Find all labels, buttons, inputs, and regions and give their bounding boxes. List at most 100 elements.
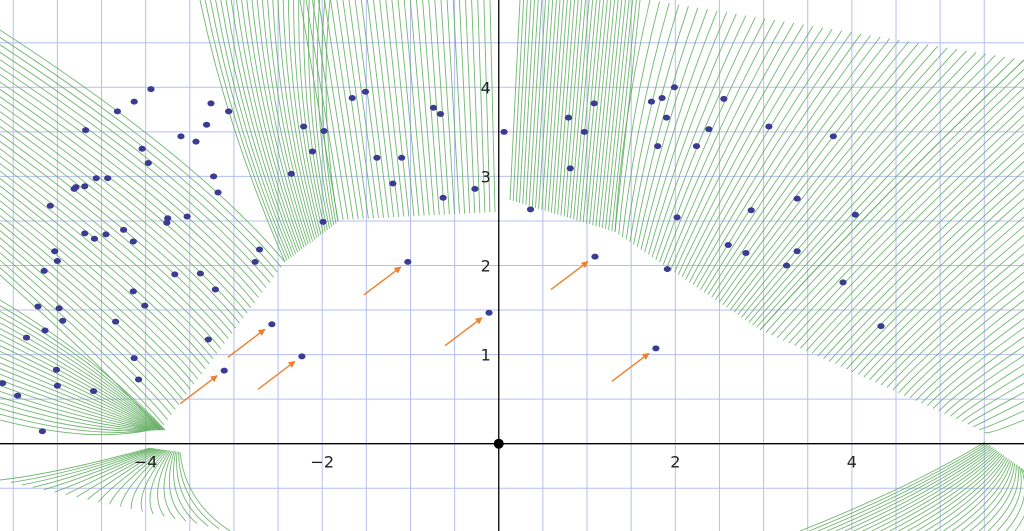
data-point <box>90 235 99 242</box>
data-point <box>673 214 681 221</box>
level-curve <box>282 0 320 237</box>
level-curve <box>625 4 680 240</box>
level-curve <box>0 89 256 303</box>
level-curve <box>336 0 369 219</box>
level-curve <box>871 450 998 531</box>
data-point <box>320 127 328 134</box>
level-curve <box>0 333 161 431</box>
level-curve <box>718 42 919 303</box>
level-curve <box>903 290 1024 396</box>
level-curve <box>636 9 708 248</box>
level-curve <box>621 2 670 238</box>
level-curve <box>944 355 1024 415</box>
level-curve <box>961 462 1014 531</box>
level-curve <box>311 0 349 220</box>
level-curve <box>0 155 221 349</box>
level-curve <box>715 41 910 301</box>
level-curve <box>140 450 169 512</box>
data-point <box>361 88 370 95</box>
level-curve <box>348 0 379 218</box>
level-curve <box>0 111 244 319</box>
level-curve <box>633 7 699 245</box>
data-point <box>877 323 885 330</box>
level-curve <box>0 222 187 395</box>
level-curve <box>277 0 318 239</box>
level-curve <box>748 55 996 323</box>
data-point <box>144 160 152 167</box>
level-curve <box>0 339 161 431</box>
level-curve <box>759 59 1024 331</box>
level-curve <box>703 36 881 293</box>
level-curve <box>515 0 528 202</box>
data-point <box>183 213 191 220</box>
level-curve <box>379 0 405 217</box>
level-curve <box>0 207 195 385</box>
level-curve <box>880 253 1024 386</box>
level-curve <box>465 0 476 214</box>
level-curve <box>618 1 661 235</box>
level-curve <box>477 0 486 213</box>
level-curve <box>817 443 989 531</box>
x-tick-label: −2 <box>310 453 334 472</box>
level-curve <box>220 0 294 256</box>
level-curve <box>0 267 165 426</box>
level-curve <box>851 207 1024 373</box>
level-curve <box>648 13 737 255</box>
level-curve <box>996 466 1022 531</box>
level-curve <box>685 28 833 280</box>
level-curve <box>973 401 1024 428</box>
level-curve <box>916 456 1006 531</box>
data-point <box>747 207 755 214</box>
level-curve <box>823 161 1024 360</box>
data-point <box>53 258 61 265</box>
data-point <box>225 108 233 115</box>
level-curve <box>43 448 156 491</box>
level-curve <box>0 74 263 293</box>
data-point <box>782 262 791 269</box>
level-curve <box>805 133 1024 352</box>
level-curve <box>0 237 180 405</box>
origin-point <box>493 438 504 449</box>
data-point <box>829 133 837 140</box>
level-curve <box>0 252 172 415</box>
data-point <box>210 173 218 180</box>
data-point <box>564 114 573 121</box>
y-tick-label: 1 <box>481 346 491 365</box>
level-curve <box>342 0 374 219</box>
level-curve <box>0 447 151 481</box>
level-curve <box>1005 467 1024 531</box>
data-point <box>742 250 750 257</box>
level-curve <box>563 0 583 217</box>
level-curve <box>0 200 199 380</box>
level-curve <box>287 0 322 235</box>
y-tick-label: 3 <box>481 167 491 186</box>
level-curve <box>120 449 167 507</box>
level-curve <box>711 39 900 298</box>
data-point <box>851 211 859 218</box>
data-point <box>130 355 138 362</box>
highlight-arrow <box>363 266 402 296</box>
level-curve <box>729 47 948 311</box>
level-curve <box>655 16 756 260</box>
level-curve <box>32 448 155 488</box>
level-curve <box>799 441 986 531</box>
y-tick-label: 2 <box>481 257 491 276</box>
level-curve <box>225 0 297 255</box>
level-curve <box>87 449 162 500</box>
level-curve <box>541 0 557 210</box>
level-curve <box>179 451 231 531</box>
level-curve <box>0 37 282 268</box>
highlight-arrow <box>179 375 218 405</box>
level-curve <box>726 45 939 308</box>
data-point <box>59 317 67 324</box>
level-curve <box>0 311 164 431</box>
level-curve <box>509 0 521 201</box>
level-curve <box>722 44 929 306</box>
level-curve <box>554 0 572 214</box>
data-point <box>82 127 90 134</box>
data-point <box>658 95 666 102</box>
level-curve <box>644 12 728 253</box>
level-curve <box>1014 468 1024 531</box>
data-point <box>373 154 381 161</box>
highlighted-point <box>591 253 599 260</box>
